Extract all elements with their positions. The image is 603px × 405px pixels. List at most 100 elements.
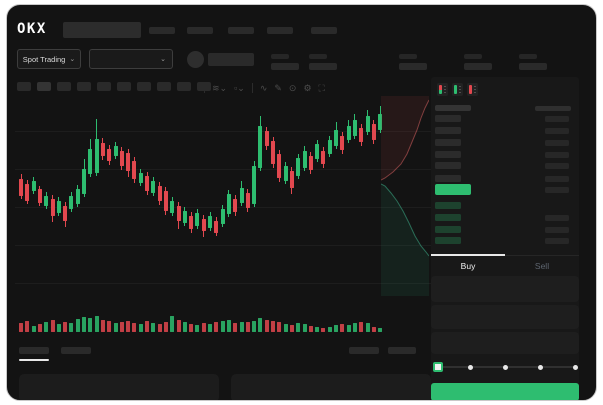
ask-price-4[interactable]	[435, 151, 461, 158]
volume-bar	[157, 324, 162, 332]
book-view-bids-icon[interactable]	[452, 83, 463, 96]
volume-bar	[365, 323, 370, 332]
slider-stop-5[interactable]	[573, 365, 578, 370]
candle	[289, 171, 294, 188]
volume-bar	[176, 320, 181, 332]
slider-stop-2[interactable]	[468, 365, 473, 370]
nav-item-4[interactable]	[267, 27, 293, 34]
ask-amount-1	[545, 116, 569, 122]
volume-bar	[56, 324, 61, 332]
tab-buy[interactable]: Buy	[460, 261, 476, 271]
volume-bar	[226, 320, 231, 332]
nav-item-2[interactable]	[187, 27, 213, 34]
stat-label-5	[519, 54, 537, 59]
stat-label-3	[399, 54, 417, 59]
nav-item-1[interactable]	[149, 27, 175, 34]
candlestick-chart[interactable]	[19, 96, 385, 296]
nav-item-5[interactable]	[311, 27, 337, 34]
candle	[31, 181, 36, 191]
candle	[82, 169, 86, 194]
volume-bar	[321, 328, 326, 332]
toolbar-button-4[interactable]	[77, 82, 91, 91]
order-book-price-header	[435, 105, 471, 111]
volume-bar	[296, 323, 301, 332]
ask-amount-4	[545, 152, 569, 158]
ask-price-2[interactable]	[435, 127, 461, 134]
volume-bar	[69, 323, 74, 332]
volume-bar	[25, 321, 30, 332]
volume-bar	[75, 319, 80, 332]
book-view-split-icon[interactable]	[437, 83, 448, 96]
toolbar-button-9[interactable]	[177, 82, 191, 91]
toolbar-button-5[interactable]	[97, 82, 111, 91]
volume-bar	[44, 322, 49, 332]
bid-amount-3	[545, 227, 569, 233]
settings-gear-icon[interactable]: ⚙	[303, 82, 312, 93]
toolbar-button-3[interactable]	[57, 82, 71, 91]
candle	[220, 209, 225, 224]
candle	[258, 126, 263, 168]
bottom-tab-active-underline	[19, 359, 49, 361]
gridline-1	[15, 131, 431, 132]
ask-price-3[interactable]	[435, 139, 461, 146]
amount-input[interactable]	[431, 305, 579, 329]
bid-price-2[interactable]	[435, 214, 461, 221]
gridline-2	[15, 169, 431, 170]
bid-price-4[interactable]	[435, 237, 461, 244]
candle	[296, 158, 301, 176]
toolbar-button-6[interactable]	[117, 82, 131, 91]
toggle-color-strip	[469, 85, 472, 94]
toggle-dashes	[474, 85, 476, 94]
total-input[interactable]	[431, 332, 579, 354]
candle	[271, 141, 275, 164]
candle	[25, 184, 30, 201]
candle	[359, 128, 364, 142]
slider-stop-4[interactable]	[538, 365, 543, 370]
bottom-panel-left	[19, 374, 219, 400]
volume-bar	[189, 324, 194, 332]
toolbar-button-1[interactable]	[17, 82, 31, 91]
bottom-control-2[interactable]	[388, 347, 416, 354]
nav-item-3[interactable]	[228, 27, 254, 34]
market-type-selector[interactable]: Spot Trading ⌄	[17, 49, 81, 69]
bid-price-1[interactable]	[435, 202, 461, 209]
volume-bar	[132, 323, 137, 332]
toolbar-button-10[interactable]	[197, 82, 211, 91]
toolbar-button-2[interactable]	[37, 82, 51, 91]
candle	[226, 194, 231, 214]
candle	[163, 191, 168, 211]
interval-dropdown-icon[interactable]: ▫⌄	[234, 82, 245, 93]
volume-bar	[19, 323, 23, 332]
bottom-control-1[interactable]	[349, 347, 379, 354]
slider-stop-3[interactable]	[503, 365, 508, 370]
bid-price-3[interactable]	[435, 226, 461, 233]
bottom-tab-2[interactable]	[61, 347, 91, 354]
volume-bar	[315, 327, 320, 332]
book-view-asks-icon[interactable]	[467, 83, 478, 96]
tab-sell[interactable]: Sell	[534, 261, 550, 271]
volume-bar	[302, 324, 307, 332]
stat-value-2	[309, 63, 337, 70]
line-style-icon[interactable]: ∿	[259, 82, 268, 93]
ask-price-6[interactable]	[435, 175, 461, 182]
ask-price-5[interactable]	[435, 162, 461, 169]
price-input[interactable]	[431, 276, 579, 302]
volume-bar	[113, 323, 118, 332]
pair-selector[interactable]: ⌄	[89, 49, 173, 69]
candle	[138, 173, 143, 183]
draw-tool-icon[interactable]: ✎	[274, 82, 282, 93]
toolbar-button-8[interactable]	[157, 82, 171, 91]
toolbar-button-7[interactable]	[137, 82, 151, 91]
okx-logo[interactable]: OKX	[17, 21, 47, 37]
indicator-dropdown-icon[interactable]: ≋⌄	[212, 82, 228, 93]
volume-bar	[195, 325, 200, 332]
fullscreen-icon[interactable]: ⛶	[318, 82, 325, 93]
volume-bar	[289, 325, 294, 332]
search-input[interactable]	[63, 22, 141, 38]
percent-slider-handle[interactable]	[433, 362, 443, 372]
ask-price-1[interactable]	[435, 115, 461, 122]
bottom-tab-1[interactable]	[19, 347, 49, 354]
camera-icon[interactable]: ⊙	[288, 82, 297, 93]
buy-button[interactable]	[431, 383, 579, 400]
last-price-highlight	[435, 184, 471, 195]
